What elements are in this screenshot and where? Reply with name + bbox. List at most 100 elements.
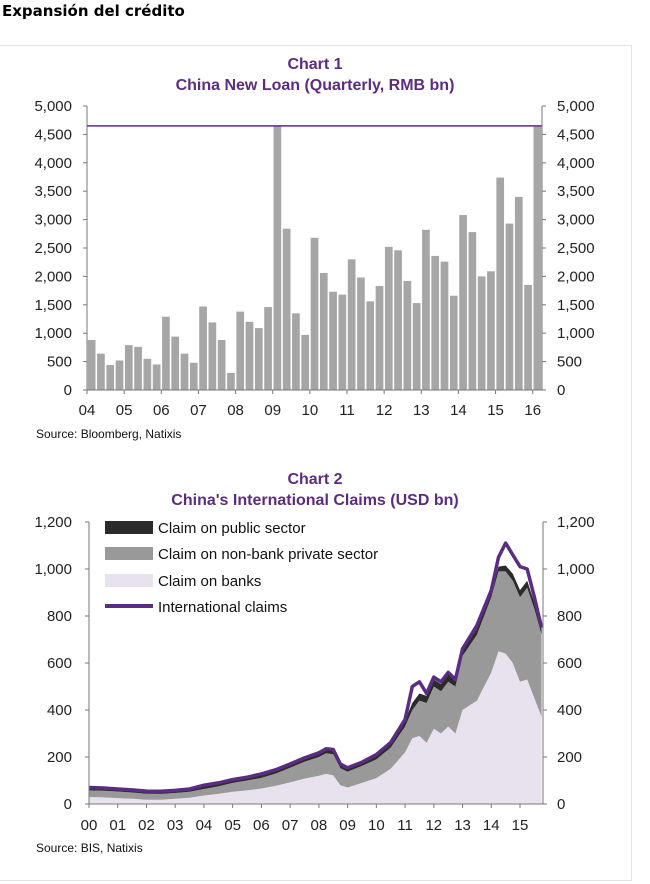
chart2-areas [88,541,544,804]
chart2-ytick-label-right: 1,200 [557,514,595,531]
chart1-ytick-label-left: 5,000 [34,98,72,115]
chart1-ytick-label-right: 2,000 [557,268,595,285]
chart2-xtick-label: 14 [483,817,500,834]
chart1-bar [236,311,245,390]
chart2-xtick-label: 03 [167,817,184,834]
chart2-xtick-label: 10 [368,817,385,834]
chart2-ytick-label-left: 0 [64,796,72,813]
chart2-area-banks [89,651,542,804]
chart1-ytick-label-right: 5,000 [557,98,595,115]
chart1-title: Chart 1 [287,56,342,73]
chart2-xtick-label: 09 [339,817,356,834]
chart2-ytick-label-left: 800 [47,608,72,625]
chart1-bar [189,362,198,390]
chart1-bar [514,196,523,390]
chart2-ytick-label-right: 400 [557,702,582,719]
chart2-xtick-label: 07 [282,817,299,834]
chart1-ytick-label-right: 3,000 [557,212,595,229]
legend-swatch-public [105,521,153,534]
chart1-ytick-label-left: 500 [47,354,72,371]
chart1-bar [338,294,347,390]
chart1-ytick-label-right: 1,500 [557,297,595,314]
chart1-bar [143,358,152,390]
chart1-ytick-label-right: 1,000 [557,325,595,342]
chart1-xtick-label: 10 [302,402,319,419]
chart1-xtick-label: 16 [524,402,541,419]
chart2-xtick-label: 02 [138,817,155,834]
chart1-bar [180,353,189,390]
chart1-bar [524,284,532,390]
legend-label-intl: International claims [158,599,287,616]
chart1-bar [431,255,440,390]
chart1-bar [124,345,133,390]
legend-label-public: Claim on public sector [158,520,306,537]
chart1-source: Source: Bloomberg, Natixis [36,427,181,441]
chart1-bar [264,307,272,390]
chart1-bar [254,328,263,390]
chart1-bar [440,261,449,390]
chart1-bar [533,125,542,390]
chart1-bar [357,277,365,390]
chart2-line-international [88,541,544,794]
chart2-xtick-label: 13 [454,817,471,834]
chart2: Chart 2 China's International Claims (US… [34,471,594,855]
chart1-ytick-label-right: 0 [557,382,565,399]
chart1-ytick-label-left: 1,500 [34,297,72,314]
chart1-ytick-label-right: 3,500 [557,183,595,200]
chart1-bar [459,215,467,390]
chart1-bar [273,125,282,390]
chart1-xtick-label: 06 [153,402,170,419]
chart1-bar [422,229,430,390]
chart1-xtick-label: 13 [413,402,430,419]
chart1-bar [403,280,412,390]
chart2-ytick-label-left: 1,200 [34,514,72,531]
page-heading: Expansión del crédito [2,2,185,20]
chart1-bar [375,286,384,390]
chart2-ytick-label-right: 600 [557,655,582,672]
chart1-xtick-label: 12 [376,402,393,419]
chart1-xtick-label: 14 [450,402,467,419]
chart1-ytick-label-left: 0 [64,382,72,399]
legend-swatch-banks [105,574,153,587]
chart2-xtick-label: 06 [253,817,270,834]
chart1-bar [171,336,180,390]
chart1-bar [449,295,458,390]
chart1-bar [97,353,105,390]
chart1-bar [282,228,291,390]
chart1-bar [366,301,375,390]
chart2-area-public [89,565,542,794]
chart1-bar [505,223,514,390]
chart2-ytick-label-right: 1,000 [557,561,595,578]
chart1-xtick-label: 04 [79,402,96,419]
chart2-ytick-label-left: 400 [47,702,72,719]
chart1-bar [162,316,170,390]
chart1-ytick-label-right: 4,500 [557,126,595,143]
chart1-xtick-label: 08 [227,402,244,419]
chart1-xtick-label: 09 [264,402,281,419]
chart1-bar [347,259,356,390]
chart1-bar [208,322,217,390]
figure-frame [0,45,632,881]
chart1-ytick-label-left: 3,000 [34,212,72,229]
chart2-xtick-label: 05 [224,817,241,834]
chart2-ytick-label-right: 200 [557,749,582,766]
chart2-area-nonbank [89,571,542,800]
chart1-bar [412,303,421,390]
chart2-legend: Claim on public sector Claim on non-bank… [105,520,378,616]
chart1-bar [227,372,235,390]
chart1-bar [217,340,226,390]
chart1-bar [394,250,402,390]
chart1-xtick-label: 11 [339,402,355,419]
chart1-bar [319,272,328,390]
chart1-ytick-label-left: 2,500 [34,240,72,257]
chart1-ytick-label-right: 500 [557,354,582,371]
chart1-bar [468,232,477,390]
chart2-xtick-label: 11 [397,817,413,834]
chart1-subtitle: China New Loan (Quarterly, RMB bn) [176,77,455,94]
chart1-bar [487,271,495,390]
chart2-ytick-label-right: 800 [557,608,582,625]
chart1-ytick-label-left: 3,500 [34,183,72,200]
chart1-bar [292,313,300,390]
legend-label-nonbank: Claim on non-bank private sector [158,546,378,563]
